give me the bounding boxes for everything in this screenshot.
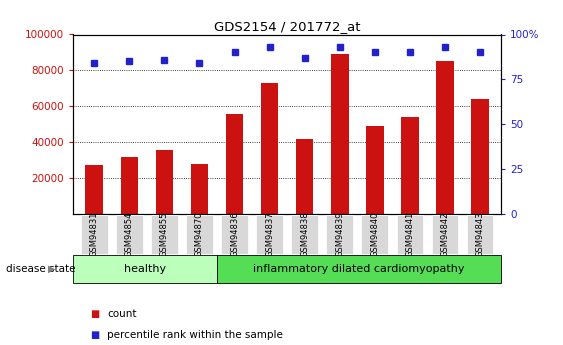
FancyBboxPatch shape <box>221 215 248 255</box>
Bar <box>331 54 348 214</box>
FancyBboxPatch shape <box>73 255 217 283</box>
FancyBboxPatch shape <box>256 215 283 255</box>
FancyBboxPatch shape <box>81 215 108 255</box>
FancyBboxPatch shape <box>361 215 388 255</box>
Bar <box>155 150 173 214</box>
Text: ■: ■ <box>90 309 99 319</box>
FancyBboxPatch shape <box>217 255 501 283</box>
Text: GSM94838: GSM94838 <box>300 212 309 257</box>
Text: GSM94843: GSM94843 <box>476 212 485 257</box>
Bar <box>86 166 103 214</box>
Title: GDS2154 / 201772_at: GDS2154 / 201772_at <box>214 20 360 33</box>
Text: GSM94842: GSM94842 <box>440 212 449 257</box>
Text: GSM94831: GSM94831 <box>90 212 99 257</box>
Bar <box>296 139 314 214</box>
Bar <box>191 164 208 214</box>
Bar <box>401 117 419 214</box>
Text: GSM94841: GSM94841 <box>405 212 414 257</box>
Text: GSM94839: GSM94839 <box>335 212 344 257</box>
FancyBboxPatch shape <box>291 215 318 255</box>
FancyBboxPatch shape <box>116 215 142 255</box>
FancyBboxPatch shape <box>432 215 458 255</box>
Bar <box>120 157 138 214</box>
Text: GSM94870: GSM94870 <box>195 212 204 257</box>
Bar <box>436 61 454 214</box>
Bar <box>366 126 383 214</box>
Text: GSM94837: GSM94837 <box>265 212 274 257</box>
Text: count: count <box>107 309 136 319</box>
Bar <box>471 99 489 214</box>
FancyBboxPatch shape <box>467 215 493 255</box>
Bar <box>261 83 278 214</box>
Bar <box>226 114 243 214</box>
Text: ■: ■ <box>90 330 99 339</box>
Text: GSM94840: GSM94840 <box>370 212 379 257</box>
Text: GSM94855: GSM94855 <box>160 212 169 257</box>
Text: ▶: ▶ <box>48 264 55 274</box>
Text: GSM94836: GSM94836 <box>230 212 239 257</box>
Text: healthy: healthy <box>124 264 166 274</box>
Text: inflammatory dilated cardiomyopathy: inflammatory dilated cardiomyopathy <box>253 264 465 274</box>
Text: GSM94854: GSM94854 <box>125 212 134 257</box>
FancyBboxPatch shape <box>327 215 353 255</box>
FancyBboxPatch shape <box>151 215 178 255</box>
FancyBboxPatch shape <box>186 215 213 255</box>
FancyBboxPatch shape <box>396 215 423 255</box>
Text: percentile rank within the sample: percentile rank within the sample <box>107 330 283 339</box>
Text: disease state: disease state <box>6 264 75 274</box>
